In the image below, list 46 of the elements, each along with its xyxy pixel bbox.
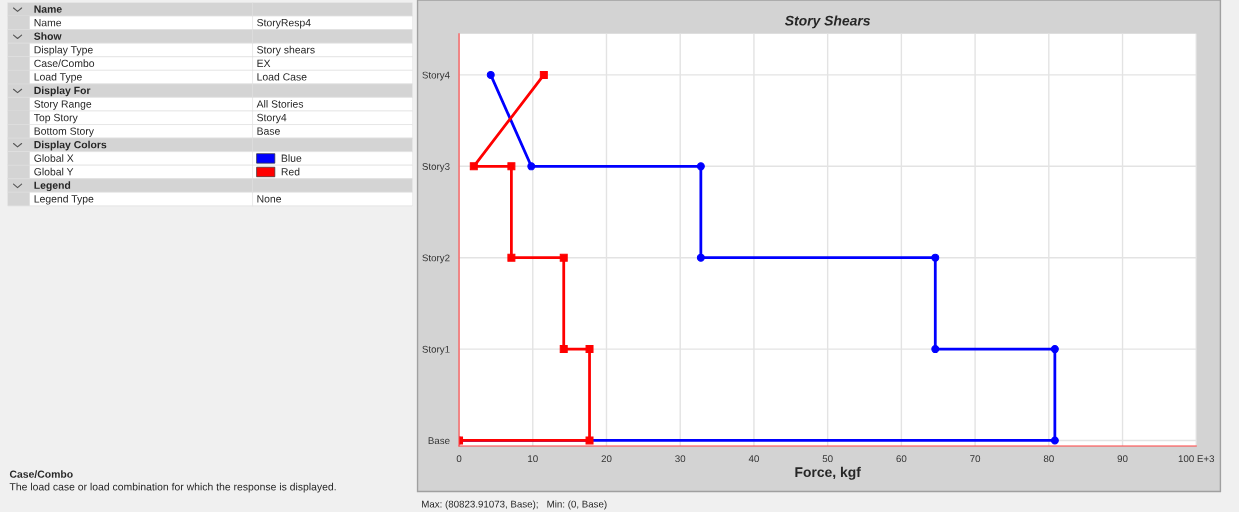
text: Case/Combo [9, 470, 73, 478]
text: The load case or load combination for which the response is displayed. [9, 482, 336, 493]
category-label: Legend Type [34, 194, 94, 205]
text: Max: (80823.91073, Base); Min: (0, Base) [422, 500, 607, 510]
category-label: Name [34, 19, 62, 27]
y-tick-label: Story2 [422, 254, 450, 264]
category-label: All Stories [256, 100, 304, 108]
category-label: Legend [34, 181, 71, 192]
category-label: StoryResp4 [257, 18, 311, 29]
x-tick-label: 70 [970, 455, 981, 463]
y-tick-label: Story3 [422, 163, 450, 172]
category-label: Display Colors [34, 140, 107, 151]
category-label: Story shears [257, 45, 315, 56]
category-label: Display Type [34, 45, 93, 56]
x-axis-title: Force, kgf [795, 466, 861, 480]
category-label: None [257, 195, 282, 203]
y-tick-label: Base [428, 437, 450, 445]
x-tick-label: 50 [822, 455, 833, 463]
category-label: Display For [34, 86, 91, 97]
x-tick-label: 90 [1117, 455, 1128, 463]
x-tick-label: 60 [896, 455, 907, 463]
category-label: Name [34, 5, 62, 13]
y-tick-label: Story4 [422, 71, 450, 81]
category-label: Global X [34, 154, 74, 162]
category-label: Load Type [34, 72, 82, 83]
category-label: Red [281, 167, 300, 176]
category-label: Global Y [34, 167, 74, 176]
category-label: Base [257, 127, 280, 135]
x-tick-label: 10 [528, 455, 538, 463]
x-tick-label: 80 [1043, 455, 1054, 463]
category-label: Story Range [34, 100, 92, 110]
x-tick-label: 30 [675, 455, 686, 463]
category-label: EX [257, 59, 271, 67]
x-tick-label: 0 [456, 455, 462, 463]
category-label: Load Case [257, 72, 307, 81]
category-label: Top Story [34, 113, 78, 124]
x-tick-label: 20 [601, 455, 612, 463]
category-label: Story4 [257, 113, 287, 124]
category-label: Show [34, 32, 62, 40]
chart-title: Story Shears [784, 15, 871, 29]
category-label: Bottom Story [34, 127, 94, 137]
category-label: Case/Combo [34, 59, 95, 68]
y-tick-label: Story1 [422, 345, 450, 355]
x-tick-label: 100 E+3 [1178, 455, 1215, 463]
category-label: Blue [281, 154, 302, 162]
x-tick-label: 40 [748, 455, 759, 463]
